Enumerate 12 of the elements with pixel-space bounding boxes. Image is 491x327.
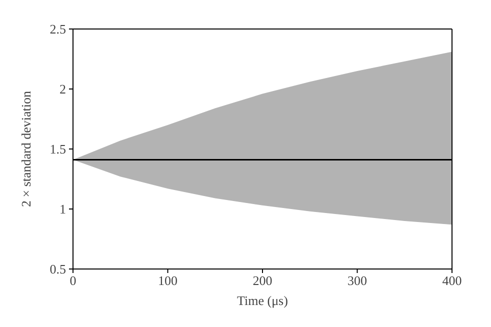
x-tick-label: 100	[158, 273, 178, 288]
y-tick-label: 1	[60, 202, 66, 217]
y-tick-label: 0.5	[50, 262, 66, 277]
x-axis-title: Time (μs)	[237, 293, 288, 308]
x-tick-label: 0	[70, 273, 76, 288]
x-tick-label: 200	[252, 273, 272, 288]
y-tick-label: 2	[60, 82, 66, 97]
y-tick-label: 1.5	[50, 142, 66, 157]
x-tick-label: 300	[348, 273, 367, 288]
x-tick-label: 400	[442, 273, 462, 288]
y-axis-title: 2 × standard deviation	[18, 90, 34, 207]
y-tick-label: 2.5	[50, 22, 66, 37]
